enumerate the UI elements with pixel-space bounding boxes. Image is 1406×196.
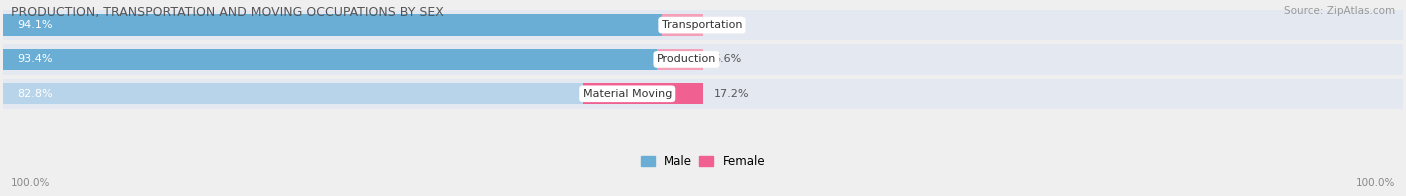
Text: 100.0%: 100.0% bbox=[11, 178, 51, 188]
Text: Transportation: Transportation bbox=[662, 20, 742, 30]
Bar bbox=[657, 49, 703, 70]
Bar bbox=[3, 83, 582, 104]
Text: 100.0%: 100.0% bbox=[1355, 178, 1395, 188]
Text: Material Moving: Material Moving bbox=[582, 89, 672, 99]
Bar bbox=[662, 15, 703, 36]
Text: 94.1%: 94.1% bbox=[17, 20, 52, 30]
Text: 82.8%: 82.8% bbox=[17, 89, 52, 99]
Bar bbox=[3, 44, 1403, 74]
Text: PRODUCTION, TRANSPORTATION AND MOVING OCCUPATIONS BY SEX: PRODUCTION, TRANSPORTATION AND MOVING OC… bbox=[11, 6, 444, 19]
Text: Source: ZipAtlas.com: Source: ZipAtlas.com bbox=[1284, 6, 1395, 16]
Text: 17.2%: 17.2% bbox=[713, 89, 749, 99]
Legend: Male, Female: Male, Female bbox=[636, 150, 770, 172]
Text: 93.4%: 93.4% bbox=[17, 54, 52, 64]
Text: 6.6%: 6.6% bbox=[713, 54, 742, 64]
Bar bbox=[3, 15, 662, 36]
Bar bbox=[3, 10, 1403, 40]
Text: 5.9%: 5.9% bbox=[713, 20, 742, 30]
Bar bbox=[3, 79, 1403, 109]
Bar bbox=[3, 49, 657, 70]
Bar bbox=[582, 83, 703, 104]
Text: Production: Production bbox=[657, 54, 716, 64]
